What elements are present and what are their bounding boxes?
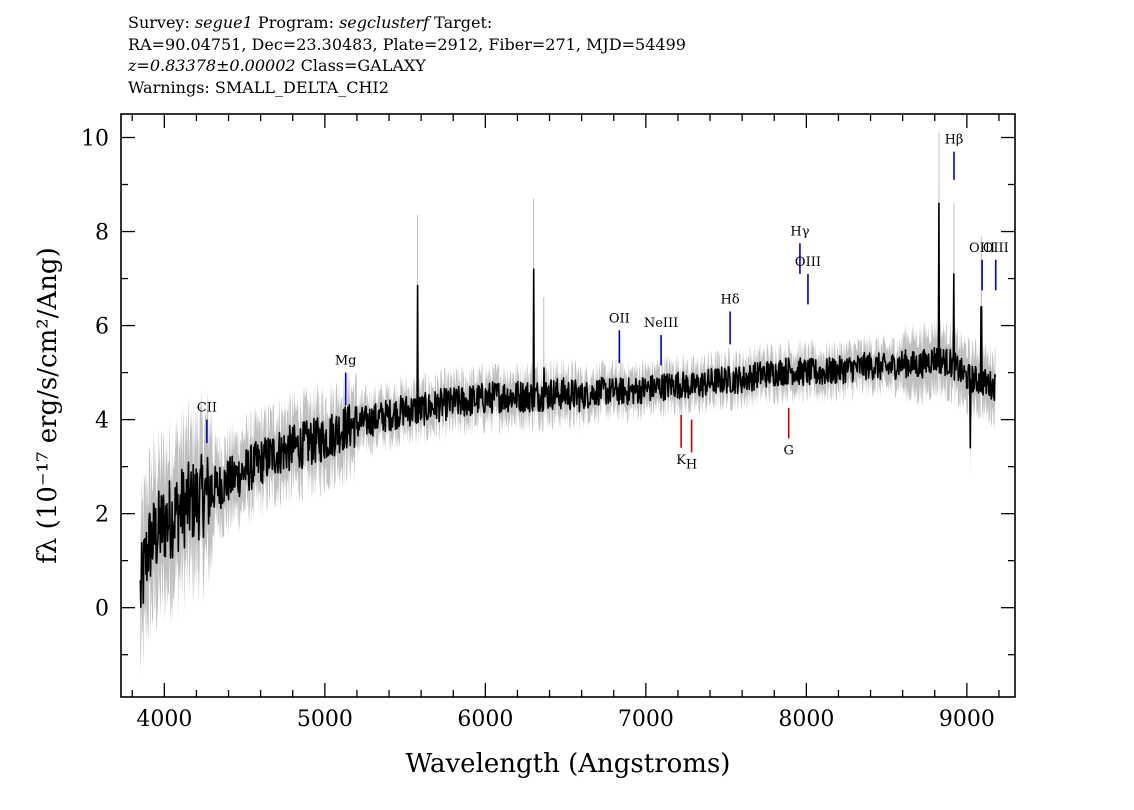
x-axis-title: Wavelength (Angstroms) (406, 749, 731, 779)
line-marker-label: Hδ (721, 292, 740, 307)
redshift-value: z=0.83378±0.00002 (128, 56, 296, 75)
x-tick-label: 6000 (457, 707, 513, 732)
line-marker-label: Hγ (790, 224, 809, 239)
x-tick-label: 7000 (618, 707, 674, 732)
y-tick-label: 6 (95, 315, 109, 340)
line-marker-label: H (686, 458, 697, 473)
flux-series-line (139, 202, 997, 608)
header-coords: RA=90.04751, Dec=23.30483, Plate=2912, F… (128, 34, 686, 54)
plot-frame (120, 113, 1016, 698)
x-tick-label: 5000 (297, 707, 353, 732)
line-marker-label: OIII (795, 255, 821, 270)
line-marker-label: OIII (969, 241, 995, 256)
y-tick-label: 2 (95, 503, 109, 528)
x-tick-label: 8000 (778, 707, 834, 732)
line-marker-label: Hβ (945, 133, 964, 148)
y-axis-title: fλ (10⁻¹⁷ erg/s/cm²/Ang) (33, 247, 63, 563)
line-marker-label: CII (197, 401, 217, 416)
survey-label: Survey: (128, 13, 190, 32)
target-label: Target: (434, 13, 493, 32)
y-tick-label: 0 (95, 597, 109, 622)
class-value: Class=GALAXY (300, 56, 426, 75)
program-value: segclusterf (339, 13, 430, 32)
line-marker-label: G (783, 443, 793, 458)
x-tick-label: 9000 (939, 707, 995, 732)
line-marker-label: OII (609, 311, 630, 326)
x-tick-label: 4000 (136, 707, 192, 732)
header-line-1: Survey: segue1 Program: segclusterf Targ… (128, 12, 1028, 34)
y-tick-label: 4 (95, 409, 109, 434)
flux-layer (139, 202, 997, 608)
axes-layer: 4000 5000 6000 7000 8000 9000 0 2 4 6 8 10 (81, 113, 1016, 732)
line-marker-label: Mg (335, 354, 357, 369)
y-tick-label: 8 (95, 221, 109, 246)
spectrum-header: Survey: segue1 Program: segclusterf Targ… (128, 12, 1028, 98)
line-marker-label: NeIII (644, 316, 678, 331)
line-marker-label: OIII (983, 241, 1009, 256)
survey-value: segue1 (194, 13, 253, 32)
program-label: Program: (257, 13, 334, 32)
y-tick-label: 10 (81, 127, 109, 152)
error-band (140, 175, 996, 673)
header-line-3: z=0.83378±0.00002 Class=GALAXY (128, 55, 1028, 77)
line-marker-label: K (676, 453, 686, 468)
header-warnings: Warnings: SMALL_DELTA_CHI2 (128, 77, 389, 97)
